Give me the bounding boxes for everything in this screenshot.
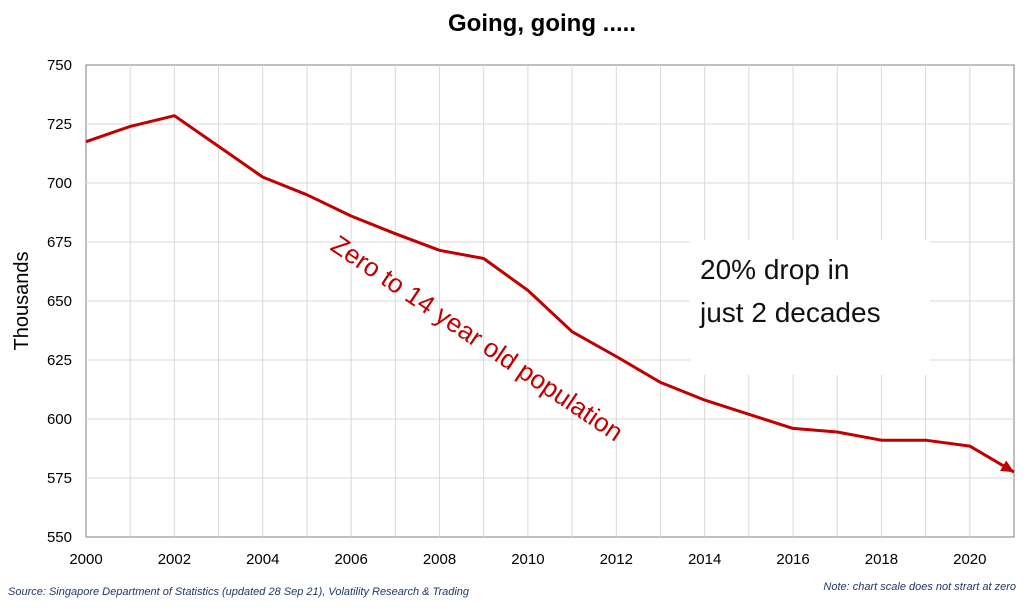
y-tick-label: 550	[47, 529, 72, 546]
annotation-box	[690, 240, 930, 375]
y-axis-label: Thousands	[11, 252, 33, 351]
x-tick-label: 2014	[688, 551, 721, 568]
x-tick-label: 2018	[865, 551, 898, 568]
x-axis-ticks: 2000 2002 2004 2006 2008 2010 2012 2014 2016 2018…	[69, 551, 986, 568]
x-tick-label: 2020	[953, 551, 986, 568]
series-arrowhead	[1000, 460, 1014, 473]
y-tick-label: 700	[47, 175, 72, 192]
series-line	[85, 114, 1015, 474]
y-tick-label: 625	[47, 352, 72, 369]
y-tick-label: 650	[47, 293, 72, 310]
y-tick-label: 750	[47, 57, 72, 74]
y-tick-label: 725	[47, 116, 72, 133]
x-tick-label: 2006	[334, 551, 367, 568]
x-tick-label: 2002	[158, 551, 191, 568]
y-tick-label: 675	[47, 234, 72, 251]
source-note: Source: Singapore Department of Statisti…	[8, 586, 470, 598]
gridlines	[86, 65, 1014, 537]
chart-title: Going, going .....	[448, 10, 636, 37]
x-tick-label: 2004	[246, 551, 279, 568]
x-tick-label: 2010	[511, 551, 544, 568]
x-tick-label: 2012	[600, 551, 633, 568]
series-group	[85, 114, 1015, 474]
annotation-line-2: just 2 decades	[699, 297, 881, 328]
x-tick-label: 2016	[776, 551, 809, 568]
scale-note: Note: chart scale does not strart at zer…	[823, 581, 1016, 593]
y-axis-ticks: 550 575 600 625 650 675 700 725 750	[47, 57, 72, 546]
x-tick-label: 2000	[69, 551, 102, 568]
x-tick-label: 2008	[423, 551, 456, 568]
y-tick-label: 600	[47, 411, 72, 428]
annotation-line-1: 20% drop in	[700, 254, 849, 285]
y-tick-label: 575	[47, 470, 72, 487]
